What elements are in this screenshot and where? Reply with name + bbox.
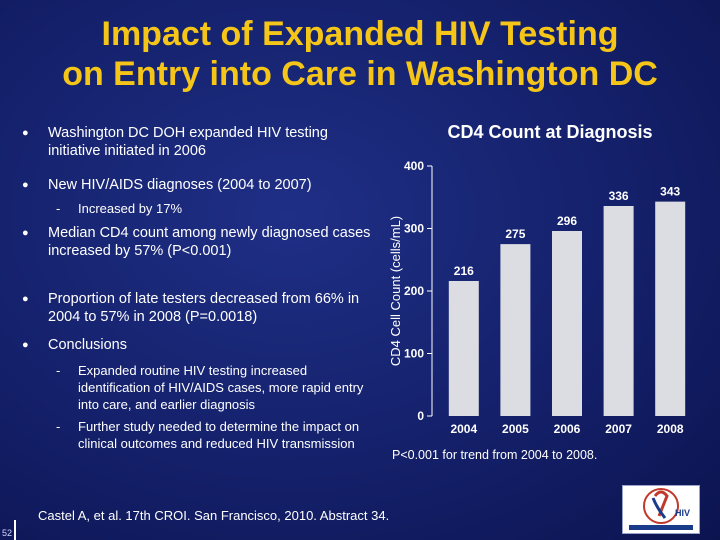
bar-value-label: 296 [557,214,577,228]
bullet-icon: ● [22,339,29,351]
logo-text: HIV [675,508,690,518]
y-tick-label: 100 [404,347,424,361]
conference-logo: HIV [622,485,700,534]
bar-value-label: 216 [454,264,474,278]
title-line-2: on Entry into Care in Washington DC [62,55,658,93]
title-line-1: Impact of Expanded HIV Testing [101,15,619,53]
sub-bullet-text: Increased by 17% [78,201,183,216]
citation: Castel A, et al. 17th CROI. San Francisc… [38,508,390,523]
y-tick-label: 300 [404,222,424,236]
sub-bullet-text: Expanded routine HIV testing increased i… [78,363,364,412]
dash-icon: - [56,363,61,378]
x-tick-label: 2007 [605,422,632,436]
page-number: 52 [2,528,13,538]
dash-icon: - [56,419,61,434]
x-tick-label: 2005 [502,422,529,436]
bullet-icon: ● [22,127,29,139]
corner-divider [14,520,16,540]
bullet-text: Washington DC DOH expanded HIV testing i… [48,125,328,159]
bar-chart: 0 100 200 300 400 CD4 Cell Count (cells/mL) 21… [388,159,686,436]
bullet-text: New HIV/AIDS diagnoses (2004 to 2007) [48,177,312,193]
bullet-text: Median CD4 count among newly diagnosed c… [48,225,371,259]
chart-title: CD4 Count at Diagnosis [447,122,653,142]
x-tick-label: 2006 [554,422,581,436]
bar-value-label: 343 [660,185,680,199]
ribbon-logo-icon: HIV [629,488,693,530]
y-tick-label: 0 [417,409,424,423]
bar [448,281,479,416]
bar-value-label: 336 [609,189,629,203]
dash-icon: - [56,201,61,216]
bar [655,201,686,416]
y-tick-label: 400 [404,159,424,173]
bar [603,206,634,416]
bullet-text: Proportion of late testers decreased fro… [48,291,360,325]
chart-footnote: P<0.001 for trend from 2004 to 2008. [392,448,598,462]
bullet-icon: ● [22,227,29,239]
x-tick-label: 2004 [450,422,477,436]
slide-title: Impact of Expanded HIV Testing on Entry … [0,14,720,94]
bar [552,231,582,416]
bullet-text: Conclusions [48,337,127,353]
y-axis-label: CD4 Cell Count (cells/mL) [388,216,403,366]
x-tick-label: 2008 [657,422,684,436]
bar [500,244,531,416]
bullet-icon: ● [22,179,29,191]
bar-value-label: 275 [505,227,525,241]
sub-bullet-text: Further study needed to determine the im… [78,419,360,451]
y-tick-label: 200 [404,284,424,298]
bullet-icon: ● [22,293,29,305]
